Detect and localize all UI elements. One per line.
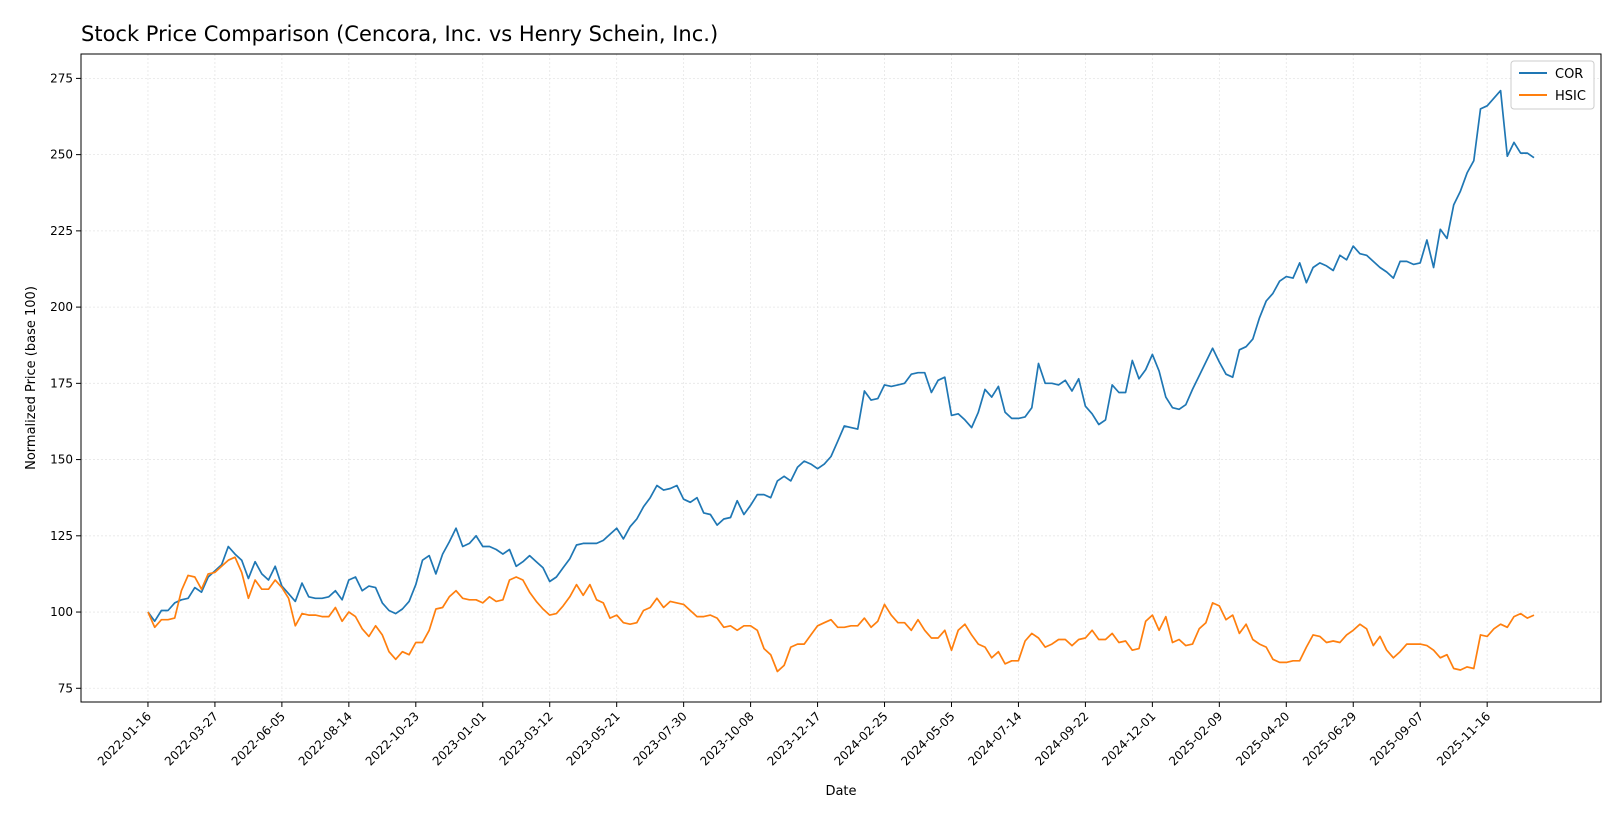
y-tick-label: 275	[50, 71, 73, 85]
x-tick-label: 2022-10-23	[363, 709, 422, 768]
y-tick-label: 250	[50, 148, 73, 162]
series-line-hsic	[147, 556, 1535, 673]
x-tick-label: 2024-05-05	[898, 709, 957, 768]
legend-label-hsic: HSIC	[1555, 89, 1586, 104]
y-tick-label: 125	[50, 529, 73, 543]
x-tick-label: 2023-03-12	[497, 709, 556, 768]
x-tick-label: 2025-04-20	[1233, 709, 1292, 768]
legend-label-cor: COR	[1555, 67, 1583, 82]
y-tick-label: 150	[50, 453, 73, 467]
x-tick-label: 2024-07-14	[965, 709, 1024, 768]
x-tick-label: 2023-05-21	[564, 709, 623, 768]
x-tick-label: 2025-09-07	[1367, 709, 1426, 768]
x-tick-label: 2025-11-16	[1434, 709, 1493, 768]
chart-title: Stock Price Comparison (Cencora, Inc. vs…	[81, 22, 718, 46]
y-tick-label: 200	[50, 300, 73, 314]
x-tick-label: 2022-08-14	[296, 709, 355, 768]
x-axis: 2022-01-16 2022-03-27 2022-06-05 2022-08-14…	[95, 702, 1493, 768]
legend: COR HSIC	[1510, 60, 1595, 110]
y-tick-label: 175	[50, 376, 73, 390]
series-layer	[147, 89, 1535, 673]
series-line-cor	[147, 89, 1535, 623]
plot-area-frame	[80, 53, 1602, 703]
x-tick-label: 2022-01-16	[95, 709, 154, 768]
y-tick-label: 75	[58, 681, 73, 695]
x-tick-label: 2023-12-17	[764, 709, 823, 768]
x-tick-label: 2024-09-22	[1032, 709, 1091, 768]
x-tick-label: 2024-12-01	[1099, 709, 1158, 768]
x-tick-label: 2025-02-09	[1166, 709, 1225, 768]
y-tick-label: 100	[50, 605, 73, 619]
y-tick-label: 225	[50, 224, 73, 238]
y-axis-title: Normalized Price (base 100)	[24, 286, 39, 470]
x-tick-label: 2022-06-05	[229, 709, 288, 768]
x-tick-label: 2024-02-25	[831, 709, 890, 768]
grid	[81, 54, 1601, 702]
x-tick-label: 2022-03-27	[162, 709, 221, 768]
x-tick-label: 2023-10-08	[698, 709, 757, 768]
x-tick-label: 2023-01-01	[430, 709, 489, 768]
x-tick-label: 2025-06-29	[1300, 709, 1359, 768]
x-axis-title: Date	[825, 784, 856, 799]
x-tick-label: 2023-07-30	[631, 709, 690, 768]
y-axis: 75 100 125 150 175 200 225 250 275	[50, 71, 81, 695]
